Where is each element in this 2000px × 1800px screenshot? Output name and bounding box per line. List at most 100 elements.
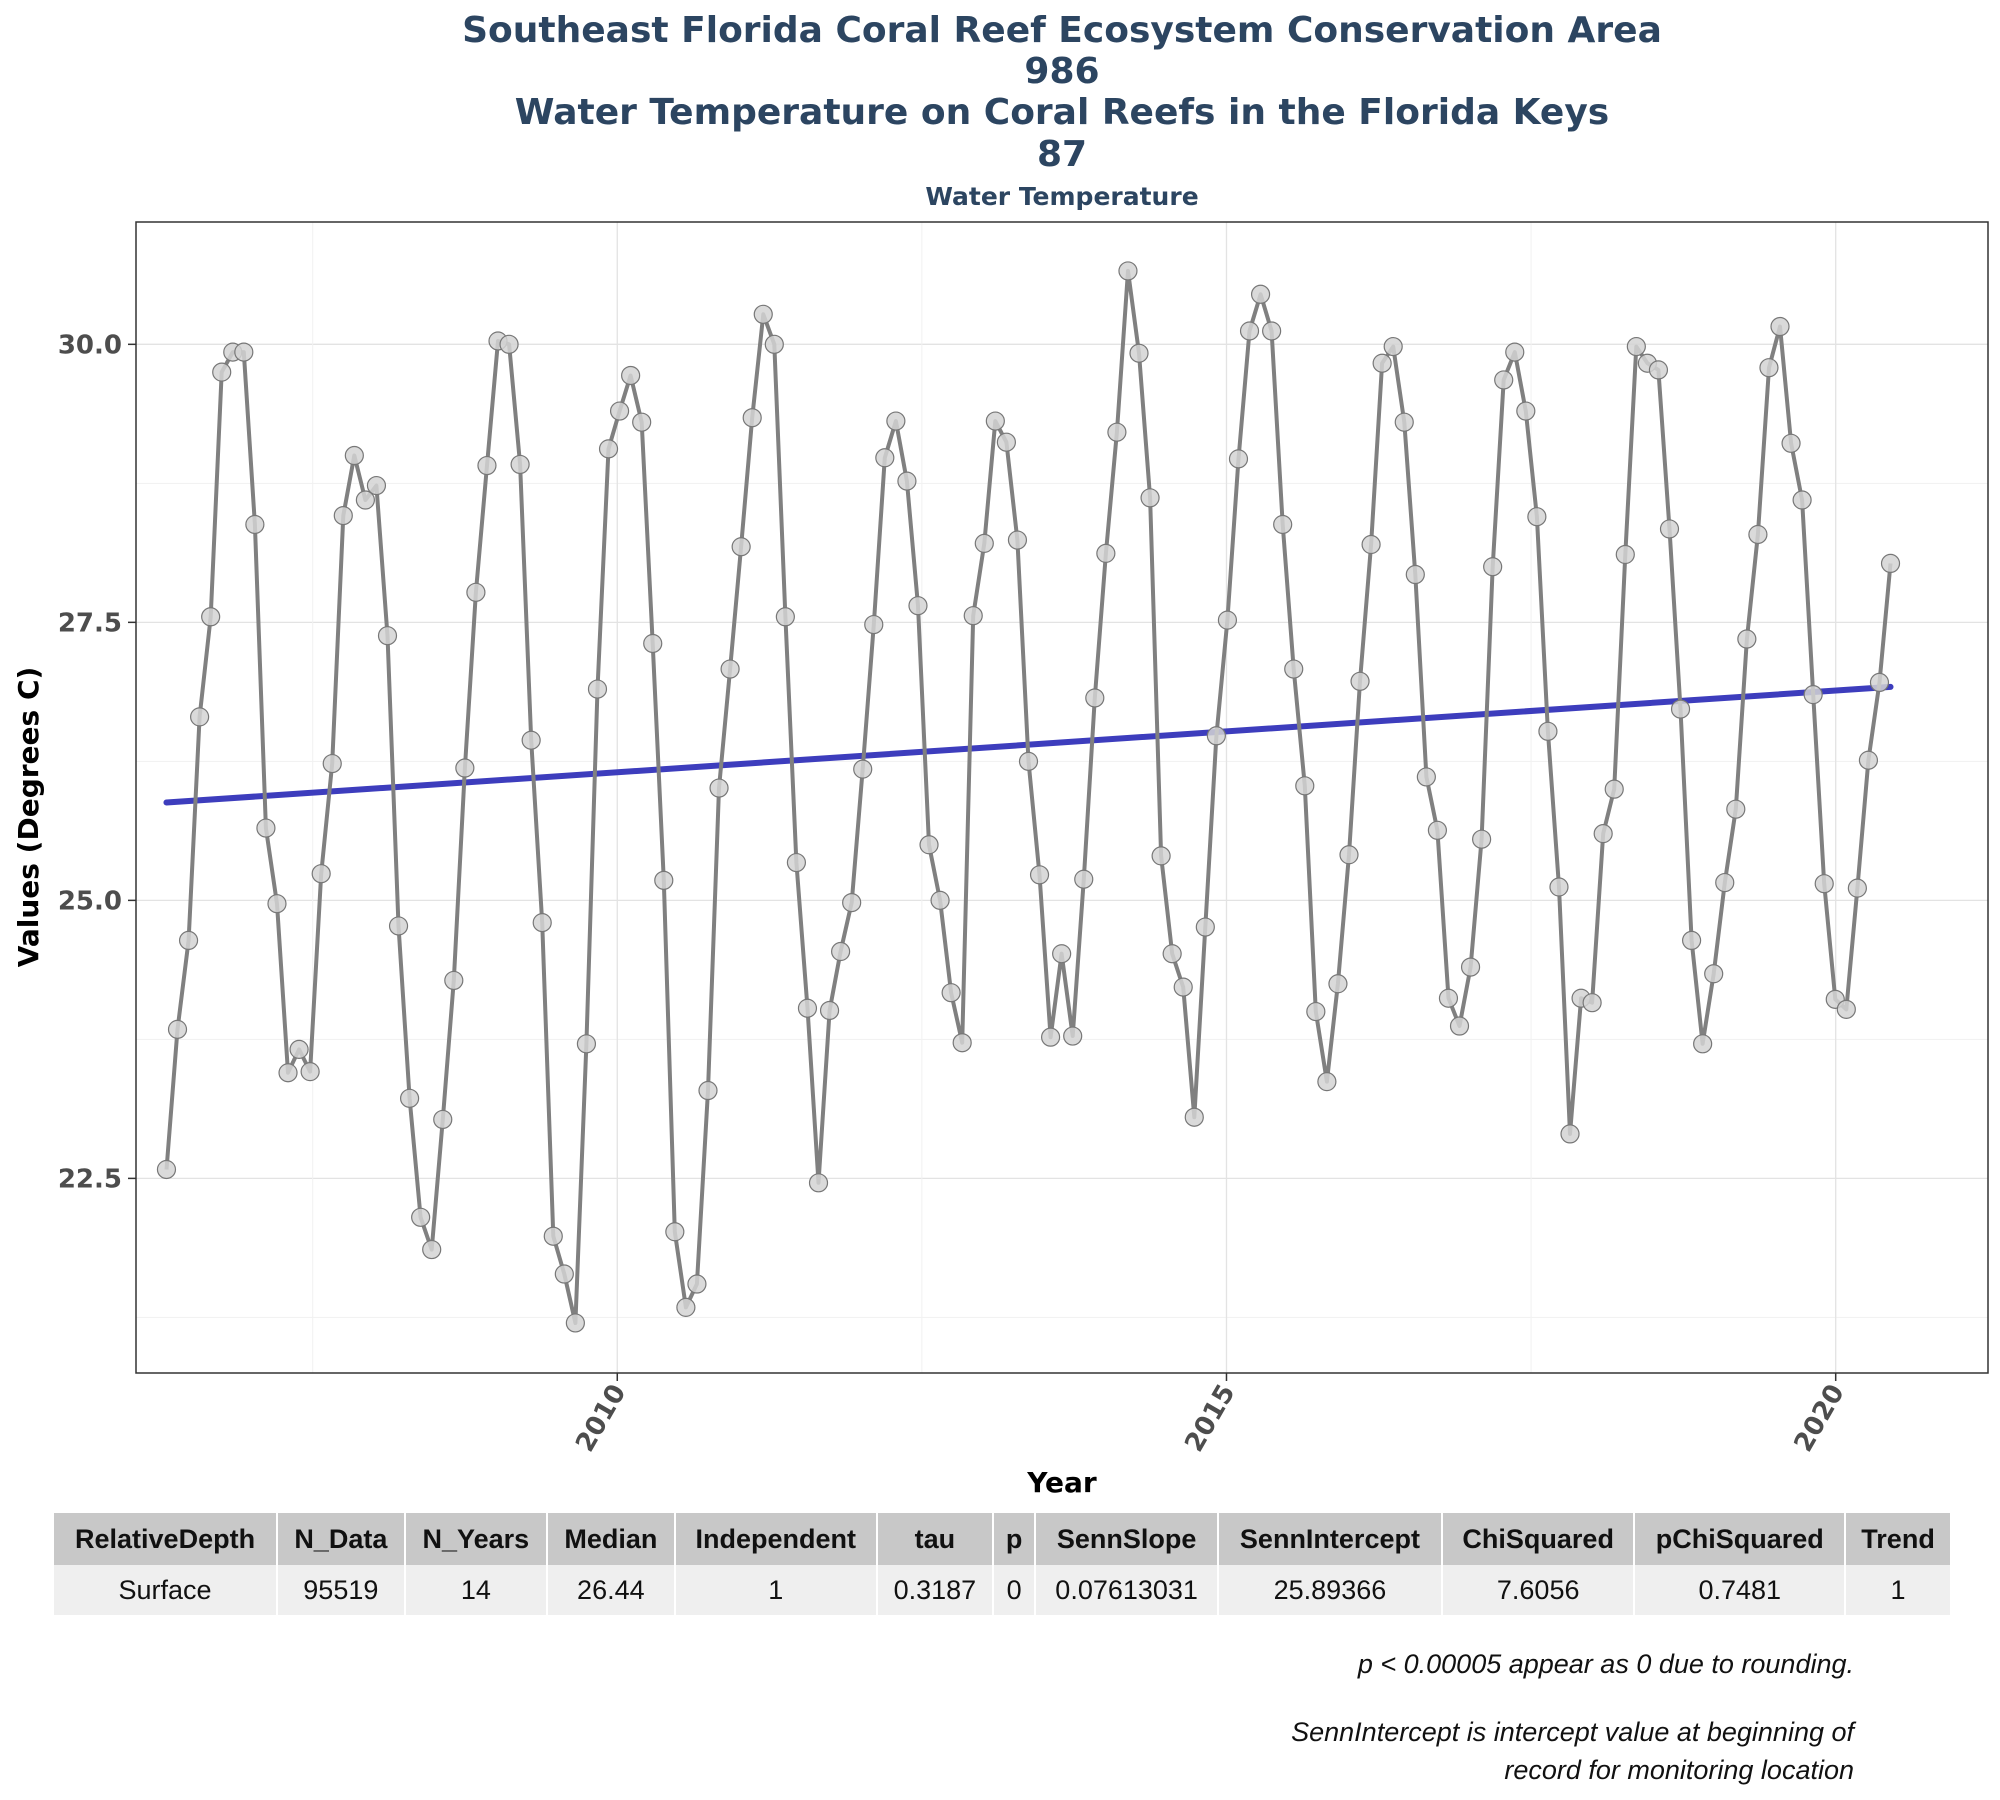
data-point	[1228, 449, 1249, 469]
y-tick-label: 27.5	[58, 608, 122, 638]
data-point	[1018, 751, 1039, 771]
data-point	[1549, 877, 1569, 897]
data-point	[1516, 401, 1536, 421]
data-point	[1306, 1001, 1326, 1022]
data-point	[996, 432, 1016, 452]
data-point	[156, 1159, 177, 1180]
y-tick-label: 22.5	[58, 1164, 122, 1194]
data-point	[720, 659, 740, 679]
table-header-cell: N_Years	[405, 1513, 547, 1565]
data-point	[974, 533, 994, 553]
series-layer	[156, 261, 1901, 1333]
y-axis: 22.5 25.0 27.5 30.0	[58, 330, 136, 1194]
data-point	[521, 730, 541, 750]
data-point	[212, 362, 232, 382]
data-point	[1737, 629, 1757, 649]
chart-subtitle: Water Temperature	[925, 182, 1198, 211]
chart-title-line-4: 87	[1037, 134, 1087, 175]
table-cell: 26.44	[548, 1565, 674, 1615]
data-point	[1483, 557, 1503, 577]
data-point	[366, 475, 387, 496]
data-point	[786, 852, 807, 873]
chart-title-line-2: 986	[1024, 51, 1099, 92]
series-line	[164, 268, 1893, 1325]
data-point	[1781, 433, 1801, 453]
data-point	[775, 607, 795, 627]
stats-table: RelativeDepth N_Data N_Years Median Independ…	[52, 1513, 1952, 1615]
data-point	[1118, 261, 1138, 281]
p-value-note: p < 0.00005 appear as 0 due to rounding.	[1357, 1649, 1854, 1679]
data-point	[1659, 519, 1680, 539]
data-point	[853, 759, 873, 779]
table-cell: 14	[405, 1565, 547, 1615]
data-point	[1792, 490, 1812, 510]
data-point	[1085, 688, 1105, 708]
data-point	[609, 401, 630, 421]
data-point	[1560, 1124, 1580, 1144]
data-point	[1748, 524, 1768, 545]
data-point	[178, 930, 199, 951]
data-point	[1096, 543, 1116, 563]
data-point	[1206, 726, 1226, 746]
data-point	[565, 1313, 585, 1333]
data-point	[1449, 1016, 1470, 1036]
data-point	[322, 753, 342, 774]
data-point	[1416, 767, 1436, 787]
data-point	[941, 983, 961, 1003]
data-point	[543, 1226, 563, 1246]
table-cell: 0.07613031	[1036, 1565, 1217, 1615]
data-point	[1217, 610, 1238, 630]
table-header-row: RelativeDepth N_Data N_Years Median Independ…	[54, 1513, 1950, 1565]
data-point	[411, 1207, 431, 1227]
data-point	[1438, 988, 1459, 1008]
data-point	[731, 537, 751, 557]
table-cell: 7.6056	[1442, 1565, 1634, 1615]
data-point	[1361, 534, 1381, 555]
chart-title-line-3: Water Temperature on Coral Reefs in the …	[515, 92, 1609, 133]
data-point	[1328, 974, 1348, 994]
data-point	[422, 1239, 442, 1260]
data-point	[753, 304, 773, 324]
intercept-note-line-1: SennIntercept is intercept value at begi…	[1291, 1717, 1854, 1747]
data-point	[510, 454, 530, 475]
x-axis-title: Year	[1026, 1466, 1097, 1499]
data-point	[1173, 977, 1193, 997]
data-point	[1184, 1107, 1204, 1127]
data-point	[985, 411, 1005, 431]
data-point	[764, 334, 784, 354]
data-point	[831, 941, 851, 962]
data-point	[587, 679, 608, 699]
data-point	[344, 445, 364, 466]
data-point	[819, 1000, 840, 1021]
table-body: Surface 95519 14 26.44 1 0.3187 0 0.07613031 25.…	[54, 1565, 1950, 1615]
data-point	[842, 892, 862, 913]
table-cell: 95519	[278, 1565, 404, 1615]
data-point	[1074, 869, 1094, 889]
data-point	[399, 1088, 420, 1108]
data-point	[1107, 422, 1127, 442]
data-point	[1494, 370, 1514, 390]
data-point	[1372, 353, 1392, 373]
data-point	[709, 778, 729, 798]
data-point	[1582, 993, 1602, 1013]
data-point	[930, 890, 950, 910]
table-header-cell: pChiSquared	[1635, 1513, 1845, 1565]
data-point	[1383, 336, 1403, 357]
chart-titles: Southeast Florida Coral Reef Ecosystem C…	[462, 10, 1662, 211]
data-point	[278, 1063, 298, 1083]
data-point	[1162, 944, 1182, 964]
data-point	[234, 342, 254, 362]
data-point	[643, 633, 663, 654]
data-point	[300, 1062, 320, 1082]
data-point	[698, 1080, 718, 1101]
data-point	[289, 1039, 309, 1059]
table-header-cell: SennIntercept	[1218, 1513, 1441, 1565]
table-header-cell: p	[993, 1513, 1035, 1565]
data-point	[897, 471, 917, 491]
data-point	[1593, 824, 1613, 844]
data-point	[1063, 1026, 1083, 1046]
data-point	[919, 835, 939, 855]
data-point	[1759, 358, 1779, 378]
grid	[136, 222, 1988, 1373]
x-tick-label: 2010	[570, 1380, 632, 1458]
